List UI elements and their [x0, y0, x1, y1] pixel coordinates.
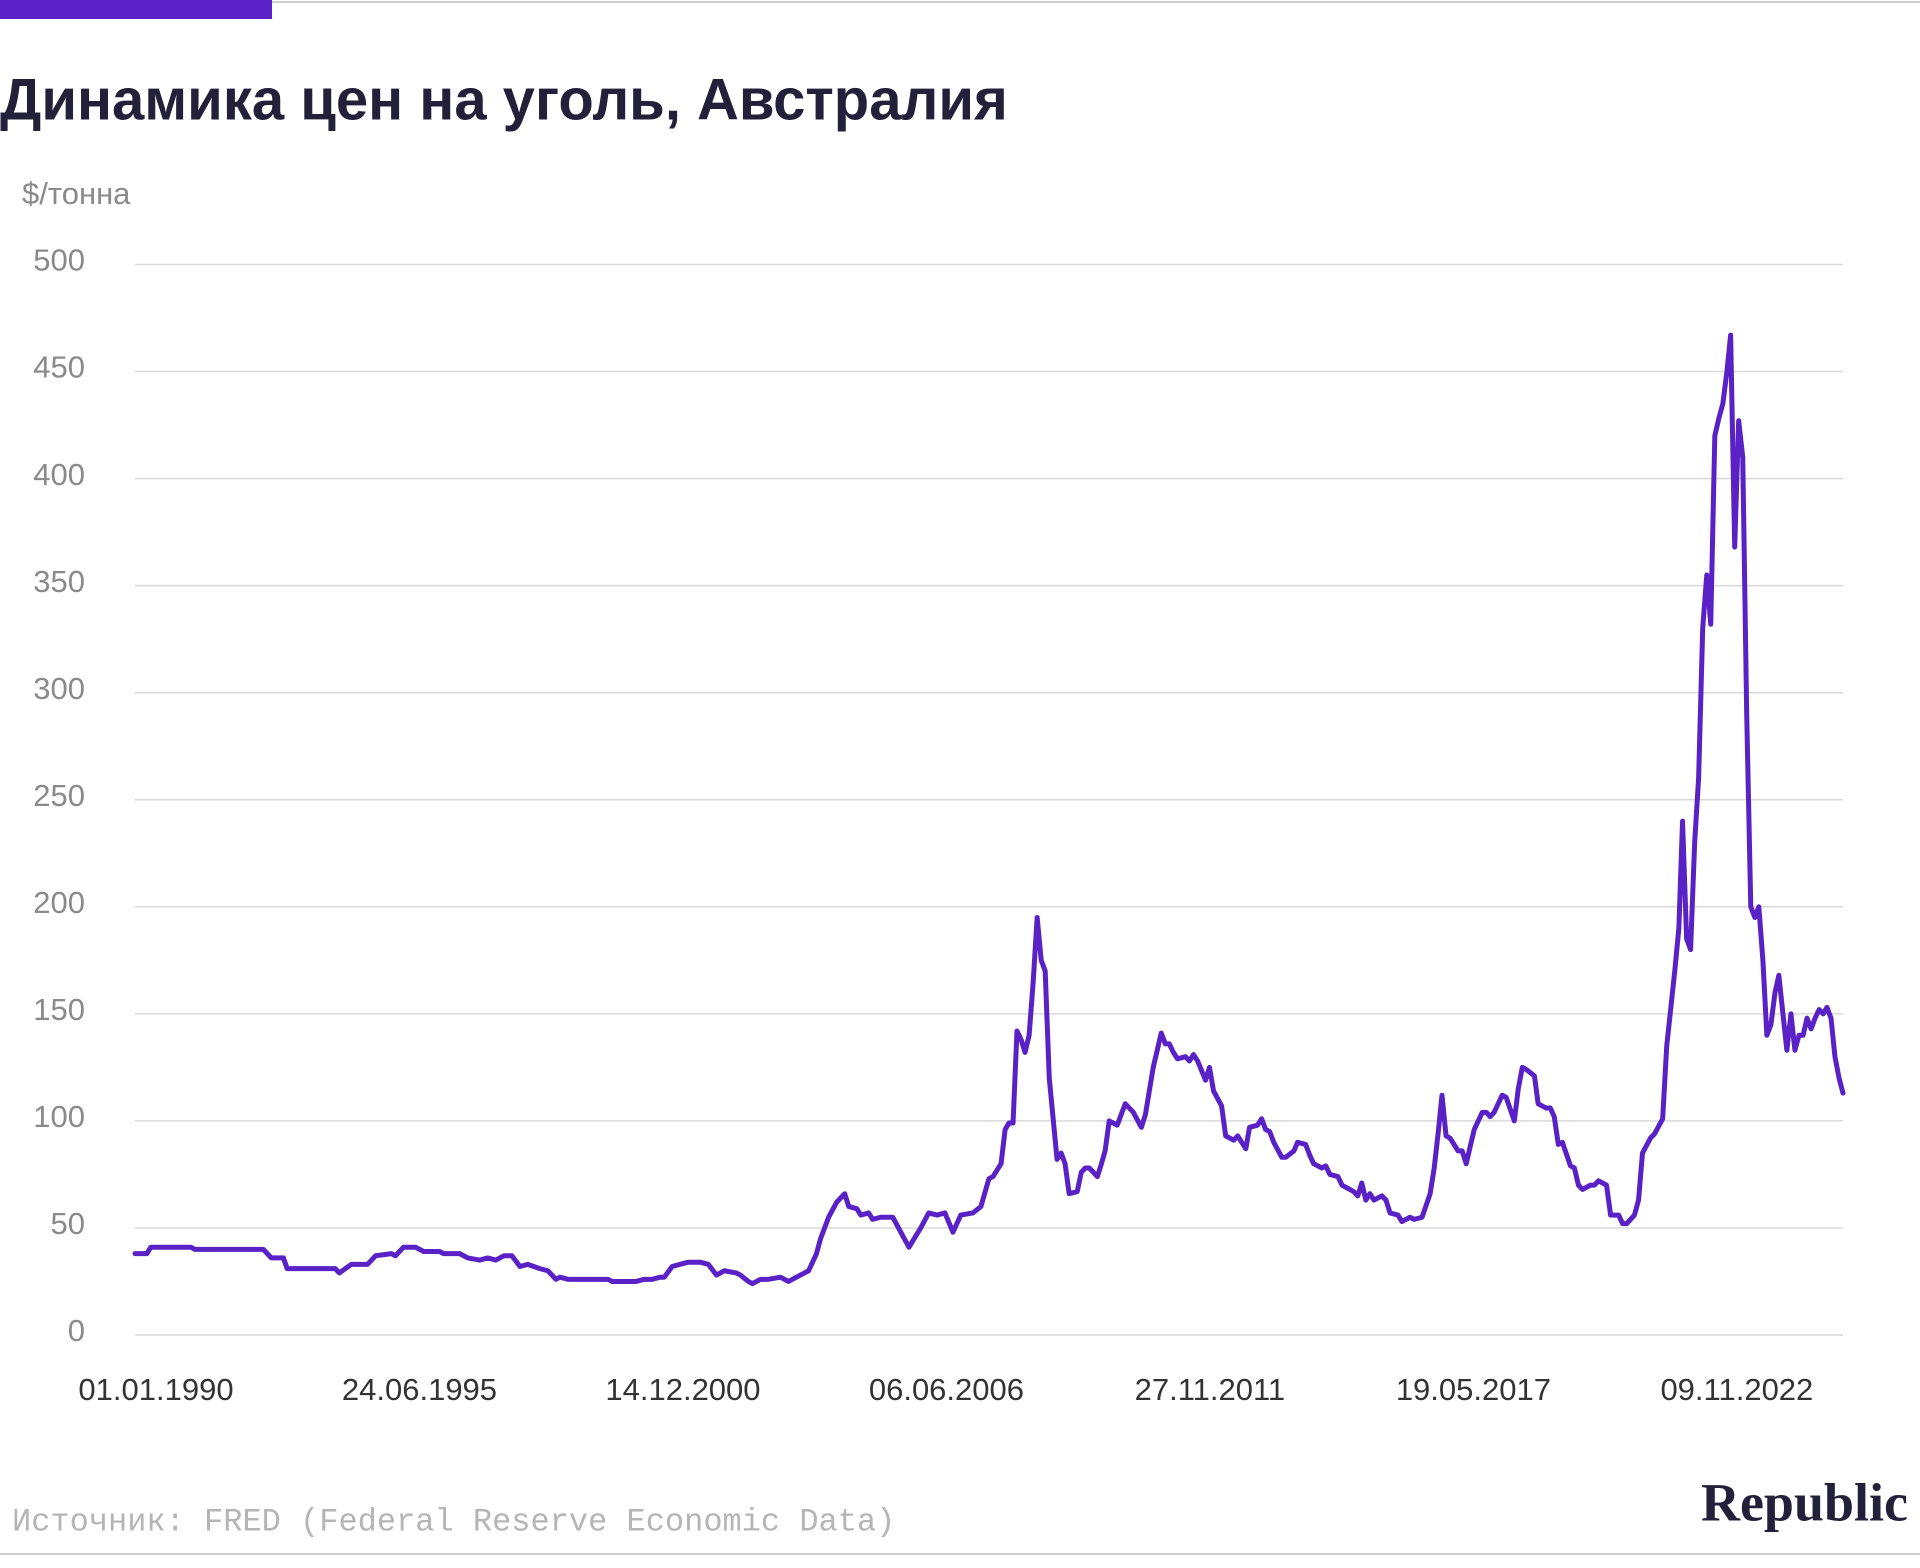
y-tick-label: 250 [33, 778, 85, 813]
accent-bar [0, 0, 272, 19]
y-tick-label: 400 [33, 457, 85, 492]
x-tick-label: 14.12.2000 [605, 1372, 760, 1407]
y-tick-label: 100 [33, 1099, 85, 1134]
y-tick-label: 300 [33, 671, 85, 706]
y-tick-label: 50 [51, 1206, 85, 1241]
y-tick-label: 150 [33, 992, 85, 1027]
y-tick-label: 0 [68, 1313, 85, 1348]
x-tick-label: 24.06.1995 [342, 1372, 497, 1407]
source-note: Источник: FRED (Federal Reserve Economic… [12, 1503, 895, 1540]
x-tick-label: 19.05.2017 [1396, 1372, 1551, 1407]
x-tick-label: 01.01.1990 [78, 1372, 233, 1407]
brand-logo: Republic [1701, 1472, 1908, 1532]
y-axis-label: $/тонна [22, 176, 131, 211]
y-tick-label: 450 [33, 350, 85, 385]
x-tick-label: 06.06.2006 [869, 1372, 1024, 1407]
y-tick-label: 500 [33, 243, 85, 278]
price-line [132, 332, 1846, 1287]
y-tick-label: 350 [33, 564, 85, 599]
x-tick-label: 27.11.2011 [1135, 1372, 1286, 1407]
x-tick-label: 09.11.2022 [1660, 1372, 1813, 1407]
y-tick-label: 200 [33, 885, 85, 920]
chart-title: Динамика цен на уголь, Австралия [0, 67, 1008, 132]
